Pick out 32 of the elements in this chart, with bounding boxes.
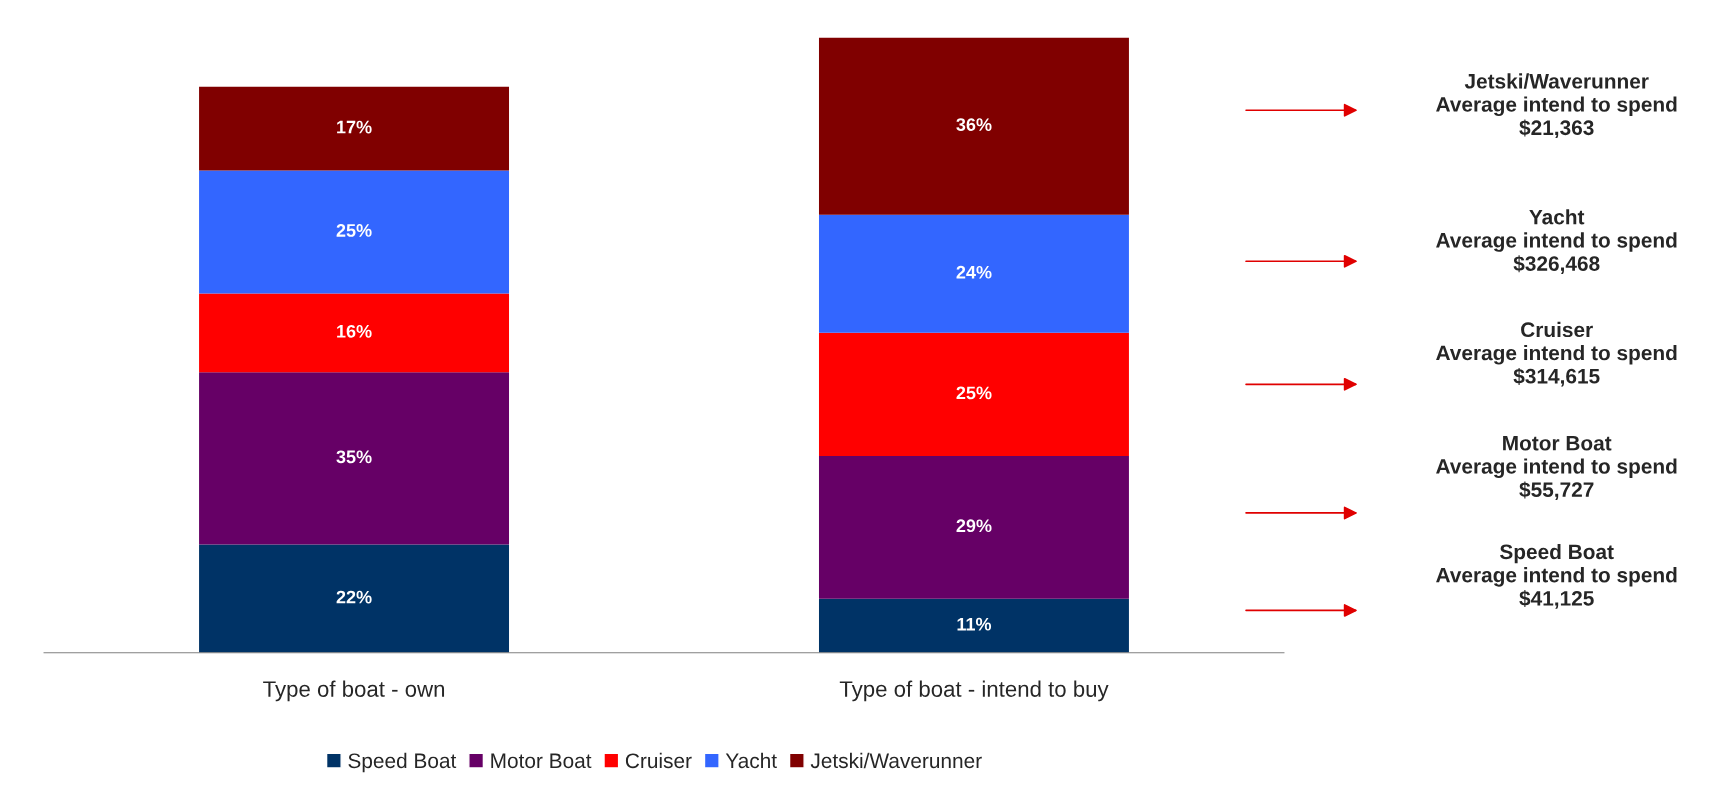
legend-label: Yacht	[725, 752, 777, 769]
text: Cruiser Average intend to spend $314,615	[1436, 321, 1677, 387]
text: Yacht Average intend to spend $326,468	[1436, 209, 1677, 274]
bar	[199, 293, 510, 373]
data-label: 22%	[336, 590, 372, 604]
data-label: 36%	[956, 118, 992, 132]
x-tick-label: Type of boat - intend to buy	[839, 680, 1109, 702]
data-label: 35%	[336, 450, 372, 464]
x-tick-label: Type of boat - own	[263, 680, 445, 702]
text: Speed Boat Average intend to spend $41,125	[1436, 543, 1677, 609]
data-label: 16%	[337, 324, 372, 338]
data-label: 11%	[957, 617, 992, 631]
data-label: 25%	[956, 386, 992, 400]
bar	[818, 332, 1129, 456]
bar	[818, 214, 1129, 333]
data-label: 29%	[956, 519, 992, 533]
data-label: 25%	[336, 224, 372, 237]
bar	[199, 544, 510, 653]
bar	[818, 455, 1129, 599]
legend-label: Jetski/Waverunner	[810, 752, 982, 769]
bar	[818, 598, 1129, 653]
data-label: 24%	[956, 265, 992, 279]
bar	[199, 170, 510, 294]
bar	[818, 37, 1129, 215]
text: Motor Boat Average intend to spend $55,727	[1436, 436, 1677, 501]
legend-label: Motor Boat	[491, 753, 592, 769]
data-label: 17%	[337, 120, 372, 134]
text: Jetski/Waverunner Average intend to spend $21,363	[1436, 73, 1677, 139]
bar	[199, 86, 510, 171]
legend-label: Cruiser	[625, 752, 692, 769]
legend-label: Speed Boat	[348, 752, 457, 773]
bar	[199, 372, 510, 545]
